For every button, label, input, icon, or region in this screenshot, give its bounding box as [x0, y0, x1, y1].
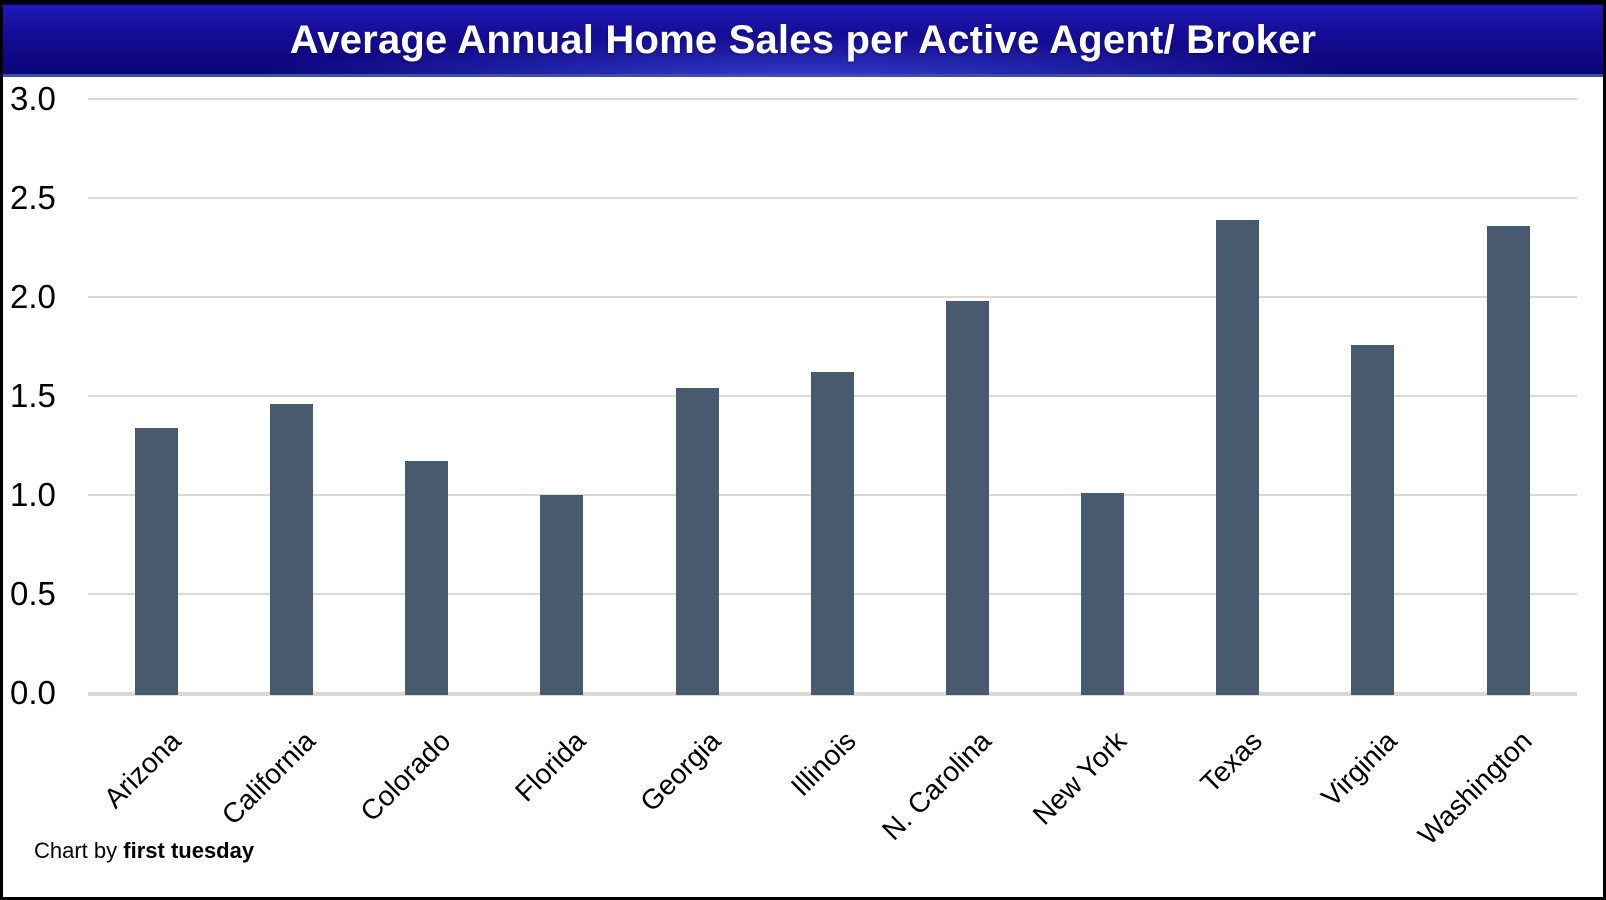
x-axis-tick-label: Florida [509, 725, 592, 808]
bar-colorado [405, 461, 449, 695]
bar-new-york [1081, 493, 1125, 695]
bar-arizona [135, 427, 178, 695]
chart-title: Average Annual Home Sales per Active Age… [289, 18, 1317, 62]
y-axis-tick-label: 2.0 [10, 278, 56, 315]
gridline [88, 296, 1577, 298]
credit-line: Chart by first tuesday [34, 838, 254, 864]
x-axis-tick-label: Arizona [97, 725, 187, 815]
x-axis-tick-label: Colorado [354, 725, 457, 828]
title-band: Average Annual Home Sales per Active Age… [3, 3, 1603, 77]
x-axis-tick-label: Texas [1193, 725, 1268, 799]
gridline [88, 98, 1577, 100]
chart-stage: Average Annual Home Sales per Active Age… [3, 3, 1603, 897]
bar-virginia [1351, 344, 1395, 695]
bar-florida [540, 495, 584, 695]
bar-texas [1216, 219, 1260, 695]
bar-washington [1486, 225, 1530, 695]
y-axis-tick-label: 1.5 [10, 377, 56, 414]
x-axis-tick-label: California [216, 725, 322, 831]
y-axis-tick-label: 0.5 [10, 575, 56, 612]
x-axis-tick-label: N. Carolina [876, 725, 998, 846]
y-axis-tick-label: 1.0 [10, 476, 56, 513]
credit-brand: first tuesday [123, 838, 255, 863]
x-axis-tick-label: Illinois [785, 725, 863, 802]
x-axis-tick-label: Georgia [634, 725, 728, 818]
bar-georgia [675, 388, 719, 695]
bar-illinois [810, 372, 854, 695]
y-axis-tick-label: 3.0 [10, 80, 56, 117]
gridline [88, 197, 1577, 199]
bar-n-carolina [945, 300, 989, 695]
x-axis-tick-label: Virginia [1315, 725, 1403, 813]
y-axis-tick-label: 2.5 [10, 179, 56, 216]
x-axis-tick-label: New York [1026, 725, 1133, 831]
x-axis-tick-label: Washington [1412, 725, 1538, 851]
bar-california [270, 403, 314, 695]
credit-prefix: Chart by [34, 838, 124, 863]
y-axis-tick-label: 0.0 [10, 674, 56, 711]
